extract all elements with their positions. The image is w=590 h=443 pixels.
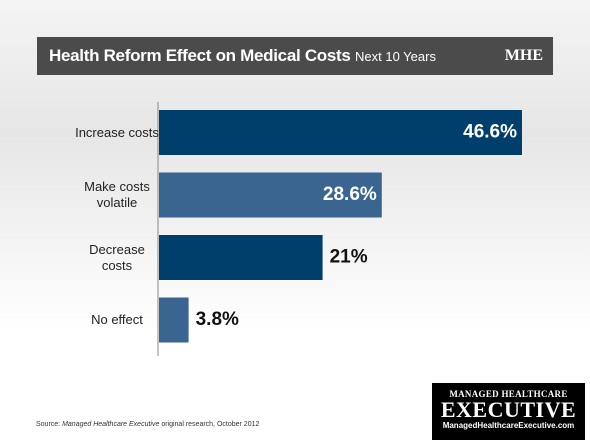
value-label: 46.6% xyxy=(463,122,517,143)
category-label: Increase costs xyxy=(75,124,159,140)
chart-subtitle: Next 10 Years xyxy=(355,49,436,64)
category-label: No effect xyxy=(91,312,143,327)
source-suffix: original research, October 2012 xyxy=(161,421,260,428)
bar xyxy=(159,235,323,280)
logo-url: ManagedHealthcareExecutive.com xyxy=(442,421,575,430)
logo-top: MANAGED HEALTHCARE xyxy=(449,389,568,399)
source-prefix: Source: xyxy=(36,421,61,428)
category-label: Make costs volatile xyxy=(84,179,150,210)
logo: MANAGED HEALTHCARE EXECUTIVE ManagedHeal… xyxy=(432,383,585,440)
value-label: 3.8% xyxy=(196,309,239,330)
source: Source: Managed Healthcare Executive ori… xyxy=(36,421,259,428)
value-label: 21% xyxy=(330,247,368,268)
bar xyxy=(159,110,522,155)
source-publication: Managed Healthcare Executive xyxy=(62,421,160,428)
logo-name: EXECUTIVE xyxy=(440,397,577,422)
chart-title: Health Reform Effect on Medical Costs xyxy=(49,46,351,65)
value-label: 28.6% xyxy=(323,184,377,205)
bar xyxy=(159,297,189,343)
bar xyxy=(159,172,382,218)
brand: MHE xyxy=(504,47,543,64)
header-bar: Health Reform Effect on Medical Costs Ne… xyxy=(37,37,553,75)
category-label: Decrease costs xyxy=(89,241,145,273)
